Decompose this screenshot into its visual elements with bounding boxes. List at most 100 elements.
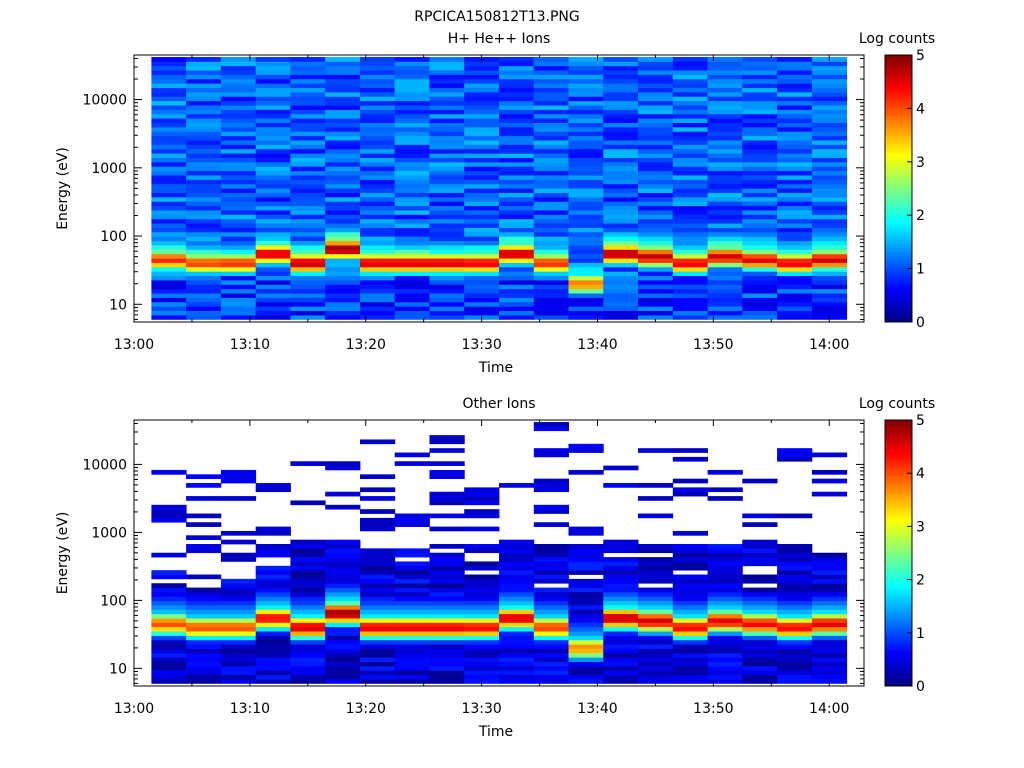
spectrogram-cell [429,439,465,445]
spectrogram-cell [290,310,326,316]
y-axis-label: Energy (eV) [55,147,71,230]
spectrogram-cell [499,201,535,207]
spectrogram-cell [360,644,396,649]
spectrogram-cell [325,275,361,281]
spectrogram-cell [325,188,361,193]
spectrogram-cell [742,561,778,567]
spectrogram-cell [533,179,569,185]
spectrogram-cell [533,422,569,427]
spectrogram-cell [151,657,187,662]
spectrogram-cell [638,162,674,167]
spectrogram-cell [290,565,326,571]
spectrogram-cell [429,565,465,571]
spectrogram-cell [429,223,465,228]
spectrogram-cell [777,201,813,207]
colorbar-segment [885,175,912,179]
spectrogram-cell [533,127,569,132]
spectrogram-cell [394,297,430,303]
colorbar-segment [885,526,912,530]
spectrogram-cell [151,205,187,211]
spectrogram-cell [360,605,396,610]
spectrogram-cell [811,96,848,102]
spectrogram-cell [742,288,778,294]
spectrogram-cell [394,613,430,619]
spectrogram-cell [464,271,500,277]
spectrogram-cell [742,92,778,97]
colorbar-segment [885,220,912,224]
colorbar-segment [885,497,912,501]
spectrogram-cell [742,231,778,237]
spectrogram-cell [777,65,813,71]
spectrogram-cell [290,210,326,215]
spectrogram-cell [499,605,535,610]
spectrogram-cell [568,118,604,123]
spectrogram-cell [220,600,257,606]
colorbar-segment [885,523,912,527]
spectrogram-cell [533,188,569,193]
spectrogram-cell [742,135,778,141]
spectrogram-cell [325,253,361,259]
spectrogram-cell [290,635,326,641]
spectrogram-cell [325,223,361,228]
spectrogram-cell [394,196,430,202]
spectrogram-cell [603,140,639,145]
spectrogram-cell [290,65,326,71]
spectrogram-cell [186,574,222,580]
colorbar-segment [885,513,912,517]
spectrogram-cell [499,135,535,141]
colorbar-segment [885,475,912,479]
spectrogram-cell [742,100,778,106]
spectrogram-cell [360,661,396,667]
spectrogram-cell [777,78,813,84]
spectrogram-cell [429,96,465,102]
spectrogram-cell [186,496,222,501]
spectrogram-cell [151,306,187,312]
colorbar-segment [885,273,912,278]
spectrogram-cell [394,218,430,224]
spectrogram-cell [186,535,222,541]
spectrogram-cell [811,153,848,158]
spectrogram-cell [186,83,222,88]
spectrogram-cell [672,240,708,246]
spectrogram-cell [360,600,396,606]
spectrogram-cell [568,271,604,277]
spectrogram-cell [325,639,361,645]
spectrogram-cell [186,297,222,303]
spectrogram-cell [325,109,361,115]
spectrogram-cell [151,135,187,141]
spectrogram-cell [533,578,569,584]
spectrogram-cell [672,275,708,281]
spectrogram-cell [151,236,187,242]
spectrogram-cell [568,622,604,628]
spectrogram-cell [325,661,361,667]
spectrogram-cell [325,310,361,316]
spectrogram-cell [151,284,187,290]
spectrogram-cell [672,544,708,549]
spectrogram-cell [186,210,222,215]
spectrogram-cell [464,574,500,580]
spectrogram-cell [777,622,813,628]
spectrogram-cell [186,306,222,312]
spectrogram-cell [186,661,222,667]
spectrogram-cell [151,618,187,623]
spectrogram-cell [742,600,778,606]
spectrogram-cell [533,236,569,242]
spectrogram-cell [811,301,848,307]
spectrogram-cell [429,271,465,277]
spectrogram-cell [638,140,674,145]
spectrogram-cell [638,144,674,150]
spectrogram-cell [811,166,848,172]
spectrogram-cell [220,635,257,641]
spectrogram-cell [499,223,535,228]
spectrogram-cell [325,609,361,615]
spectrogram-cell [603,214,639,220]
spectrogram-cell [325,570,361,575]
spectrogram-cell [220,301,257,307]
spectrogram-cell [603,153,639,158]
colorbar-label: Log counts [859,31,935,47]
spectrogram-cell [707,118,743,123]
spectrogram-cell [707,674,743,680]
colorbar-segment [885,297,912,302]
spectrogram-cell [603,218,639,224]
spectrogram-cell [186,127,222,132]
